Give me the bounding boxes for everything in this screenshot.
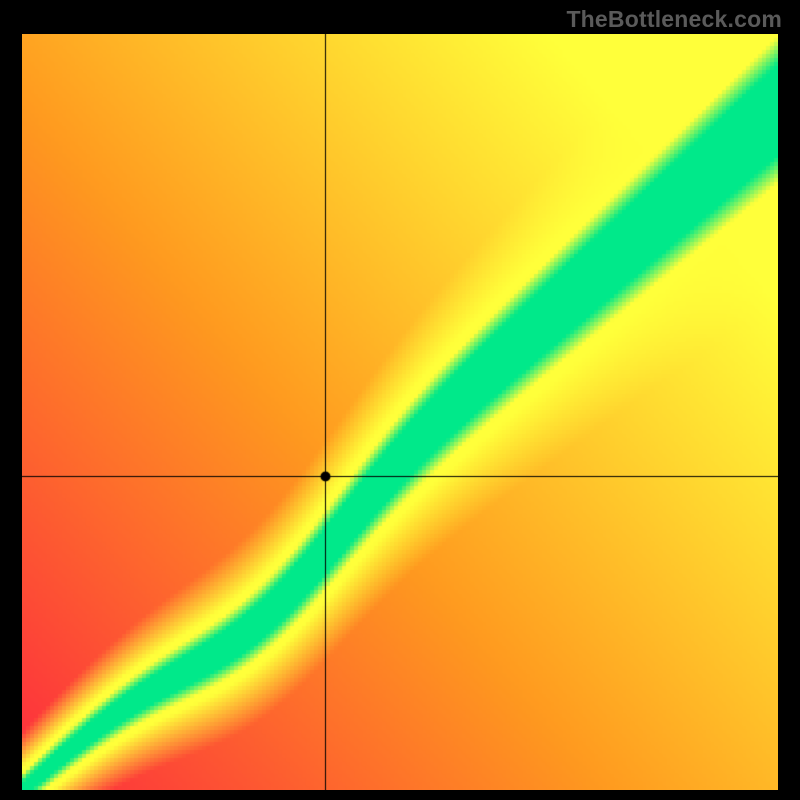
bottleneck-heatmap — [22, 34, 778, 790]
watermark-text: TheBottleneck.com — [566, 6, 782, 33]
